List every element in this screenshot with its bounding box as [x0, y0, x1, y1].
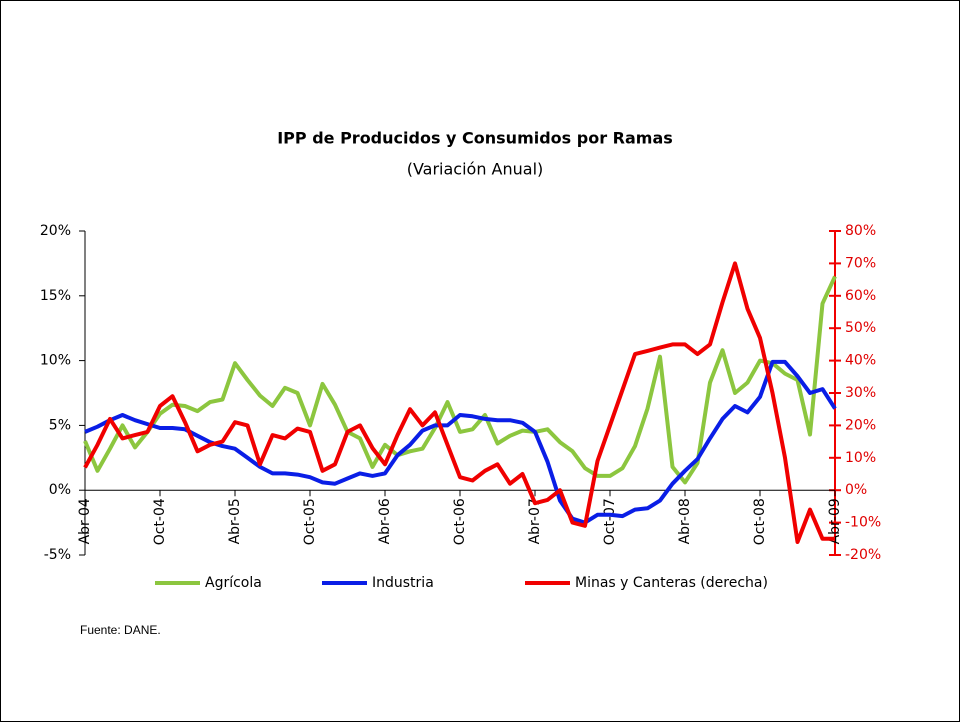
y2-tick-label: 10% [845, 450, 876, 466]
y2-tick-label: -10% [845, 515, 881, 531]
x-tick-label: Abr-04 [77, 498, 93, 544]
x-tick-label: Abr-09 [827, 498, 843, 544]
x-tick-label: Oct-04 [152, 498, 168, 545]
legend-label: Industria [372, 575, 434, 591]
y-tick-label: -5% [44, 547, 71, 563]
y-tick-label: 5% [49, 417, 71, 433]
y-tick-label: 20% [40, 223, 71, 239]
x-tick-label: Oct-08 [752, 498, 768, 545]
series-line [83, 275, 837, 485]
y-tick-label: 15% [40, 288, 71, 304]
y2-tick-label: 60% [845, 288, 876, 304]
y2-tick-label: 50% [845, 320, 876, 336]
y-tick-label: 0% [49, 482, 71, 498]
x-tick-label: Oct-05 [302, 498, 318, 545]
chart-subtitle: (Variación Anual) [407, 160, 544, 179]
x-tick-label: Oct-06 [452, 498, 468, 545]
x-tick-label: Oct-07 [602, 498, 618, 545]
x-tick-label: Abr-06 [377, 498, 393, 544]
source-note: Fuente: DANE. [80, 623, 161, 637]
series-line [84, 359, 837, 525]
y2-tick-label: 30% [845, 385, 876, 401]
y2-tick-label: 80% [845, 223, 876, 239]
x-tick-label: Abr-07 [527, 498, 543, 544]
x-tick-label: Abr-05 [227, 498, 243, 544]
y2-tick-label: 0% [845, 482, 867, 498]
y2-tick-label: 20% [845, 417, 876, 433]
y2-tick-label: -20% [845, 547, 881, 563]
y-tick-label: 10% [40, 353, 71, 369]
legend-label: Agrícola [205, 575, 262, 591]
x-tick-label: Abr-08 [677, 498, 693, 544]
y2-tick-label: 70% [845, 255, 876, 271]
series-line [83, 261, 835, 544]
chart-title: IPP de Producidos y Consumidos por Ramas [277, 129, 673, 148]
y2-tick-label: 40% [845, 353, 876, 369]
legend-label: Minas y Canteras (derecha) [575, 575, 768, 591]
